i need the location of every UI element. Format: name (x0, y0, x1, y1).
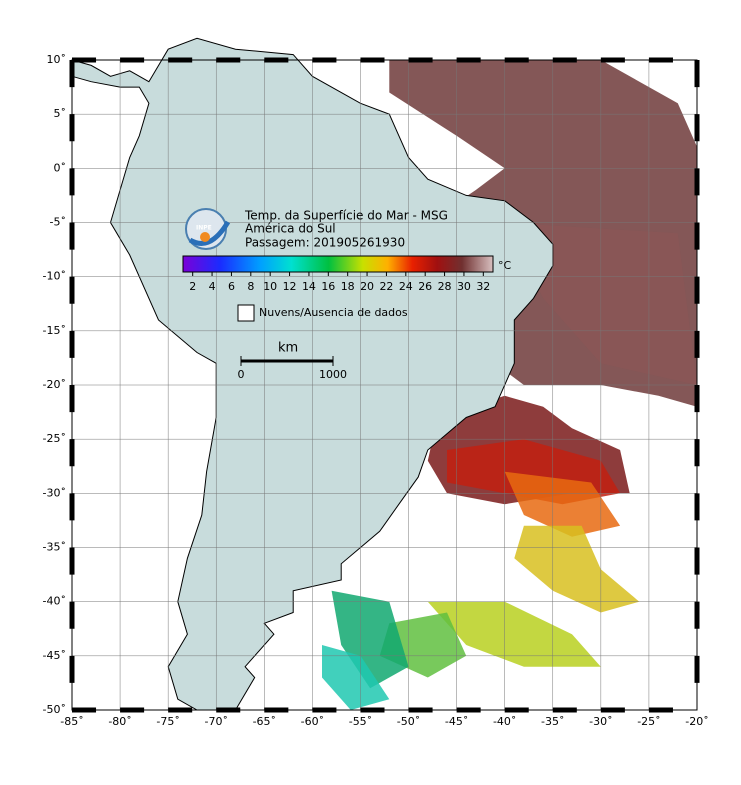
lon-tick-label: -80˚ (108, 715, 131, 728)
lat-tick-label: -40˚ (43, 595, 66, 608)
lon-tick-label: -25˚ (637, 715, 660, 728)
lat-tick-label: -50˚ (43, 703, 66, 716)
lat-tick-label: 5˚ (54, 107, 67, 120)
lat-tick-label: -35˚ (43, 541, 66, 554)
colorbar-unit: °C (498, 259, 512, 272)
sst-patch (504, 471, 621, 537)
lat-tick-label: -25˚ (43, 432, 66, 445)
lat-tick-label: -45˚ (43, 649, 66, 662)
sst-patch (322, 645, 390, 710)
lon-tick-label: -50˚ (397, 715, 420, 728)
colorbar (182, 255, 494, 273)
scale-unit: km (278, 341, 298, 356)
lon-tick-label: -70˚ (204, 715, 227, 728)
lon-tick-label: -40˚ (493, 715, 516, 728)
sst-patch (427, 601, 601, 667)
lon-tick-label: -55˚ (349, 715, 372, 728)
lat-tick-label: -15˚ (43, 324, 66, 337)
logo-swoosh (188, 220, 231, 246)
colorbar-tick-label: 18 (341, 280, 355, 293)
lon-tick-label: -30˚ (589, 715, 612, 728)
logo-sun (200, 232, 210, 242)
lon-tick-label: -45˚ (445, 715, 468, 728)
map-layer: -85˚ -80˚ -75˚ -70˚ -65˚ -60˚ -55˚ -50˚ -45˚ -40˚… (43, 37, 709, 728)
colorbar-tick-label: 8 (247, 280, 254, 293)
lat-tick-label: 0˚ (54, 161, 67, 174)
lat-tick-label: -10˚ (43, 270, 66, 283)
colorbar-tick-label: 16 (321, 280, 335, 293)
lat-tick-label: -20˚ (43, 378, 66, 391)
colorbar-tick-label: 10 (263, 280, 277, 293)
colorbar-tick-label: 4 (209, 280, 216, 293)
colorbar-tick-label: 6 (228, 280, 235, 293)
colorbar-tick-label: 14 (302, 280, 316, 293)
lon-tick-label: -75˚ (156, 715, 179, 728)
colorbar-tick-label: 20 (360, 280, 374, 293)
colorbar-tick-label: 32 (476, 280, 490, 293)
colorbar-tick-label: 24 (399, 280, 413, 293)
sst-patch (331, 590, 409, 689)
title-line: Passagem: 201905261930 (245, 236, 405, 250)
title-line: América do Sul (245, 222, 336, 236)
lat-tick-label: -30˚ (43, 486, 66, 499)
colorbar-tick-label: 30 (457, 280, 471, 293)
lon-tick-label: -60˚ (301, 715, 324, 728)
legend-label: Nuvens/Ausencia de dados (259, 306, 408, 319)
lon-tick-label: -20˚ (685, 715, 708, 728)
colorbar-tick-label: 26 (418, 280, 432, 293)
lon-tick-label: -65˚ (253, 715, 276, 728)
colorbar-tick-label: 2 (189, 280, 196, 293)
title-line: Temp. da Superfície do Mar - MSG (244, 209, 448, 223)
colorbar-tick-label: 28 (438, 280, 452, 293)
scale-label: 1000 (319, 368, 347, 381)
overlay: INPE Temp. da Superfície do Mar - MSG Am… (182, 208, 512, 381)
sst-patch (514, 525, 640, 613)
lat-tick-label: 10˚ (47, 53, 67, 66)
lon-tick-label: -85˚ (60, 715, 83, 728)
colorbar-tick-label: 12 (283, 280, 297, 293)
logo-text: INPE (196, 225, 212, 232)
scale-label: 0 (238, 368, 245, 381)
legend-swatch (237, 304, 255, 322)
colorbar-tick-label: 22 (379, 280, 393, 293)
lon-tick-label: -35˚ (541, 715, 564, 728)
lat-tick-label: -5˚ (50, 216, 66, 229)
